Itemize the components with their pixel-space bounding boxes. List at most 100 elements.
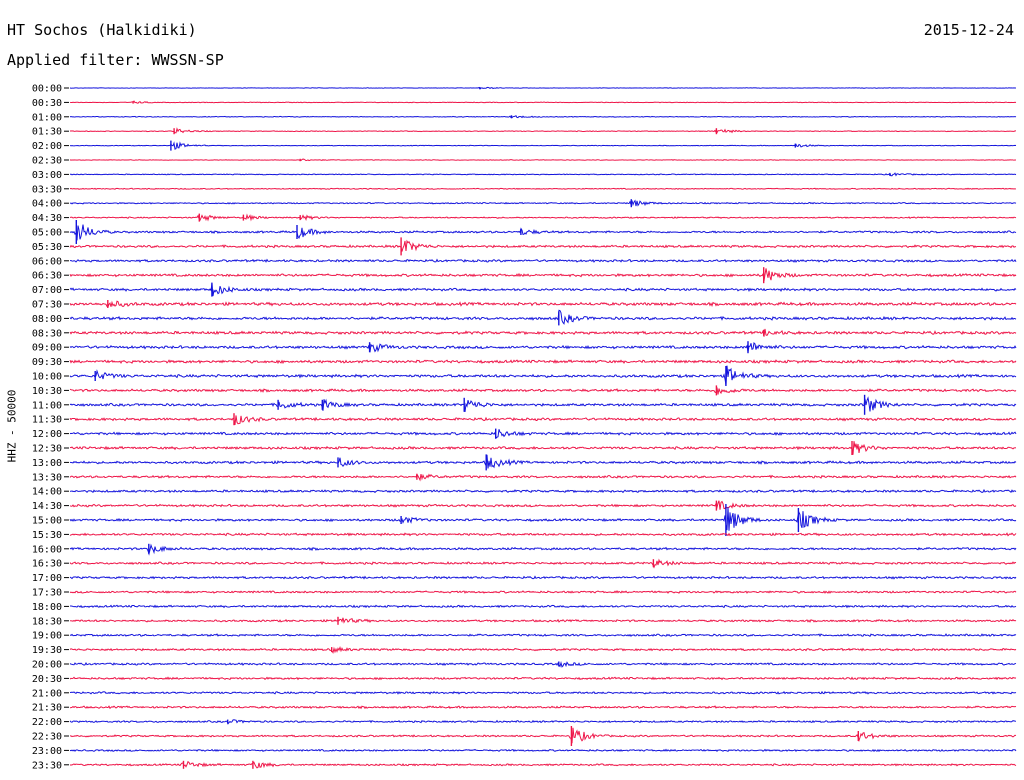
trace-row: [69, 86, 1017, 90]
trace-row: [69, 359, 1017, 365]
row-time-label: 03:00: [32, 170, 62, 181]
trace-row: [69, 429, 1017, 440]
row-time-label: 01:30: [32, 127, 62, 138]
row-time-label: 14:30: [32, 501, 62, 512]
row-time-label: 22:00: [32, 717, 62, 728]
row-time-label: 03:30: [32, 184, 62, 195]
trace-row: [69, 328, 1017, 337]
trace-row: [69, 258, 1017, 263]
row-time-label: 00:30: [32, 98, 62, 109]
station-title: HT Sochos (Halkidiki): [7, 21, 197, 39]
trace-row: [69, 604, 1017, 609]
row-time-label: 09:00: [32, 343, 62, 354]
trace-row: [69, 239, 1017, 252]
trace-row: [69, 172, 1017, 177]
row-time-label: 11:30: [32, 415, 62, 426]
trace-row: [69, 187, 1017, 190]
row-time-label: 20:00: [32, 660, 62, 671]
row-time-label: 06:00: [32, 256, 62, 267]
trace-row: [69, 617, 1017, 624]
trace-row: [69, 387, 1017, 395]
row-time-label: 17:30: [32, 588, 62, 599]
trace-row: [69, 127, 1017, 134]
trace-row: [69, 342, 1017, 353]
row-time-label: 11:00: [32, 400, 62, 411]
trace-row: [69, 158, 1017, 162]
trace-row: [69, 309, 1017, 325]
trace-row: [69, 224, 1017, 241]
trace-row: [69, 690, 1017, 695]
trace-row: [69, 507, 1017, 531]
row-time-label: 08:30: [32, 328, 62, 339]
trace-row: [69, 705, 1017, 710]
trace-row: [69, 543, 1017, 556]
row-time-label: 23:00: [32, 746, 62, 757]
row-time-label: 15:00: [32, 516, 62, 527]
row-time-label: 00:00: [32, 84, 62, 95]
trace-row: [69, 473, 1017, 482]
row-time-label: 14:00: [32, 487, 62, 498]
trace-row: [69, 115, 1017, 119]
row-time-label: 20:30: [32, 674, 62, 685]
row-time-label: 02:00: [32, 141, 62, 152]
row-time-label: 15:30: [32, 530, 62, 541]
row-time-label: 16:30: [32, 559, 62, 570]
trace-row: [69, 676, 1017, 681]
row-time-label: 05:30: [32, 242, 62, 253]
trace-row: [69, 532, 1017, 537]
trace-row: [69, 719, 1017, 725]
trace-row: [69, 727, 1017, 744]
filter-label: Applied filter: WWSSN-SP: [7, 51, 224, 69]
trace-row: [69, 760, 1017, 769]
row-time-label: 01:00: [32, 112, 62, 123]
row-time-label: 13:00: [32, 458, 62, 469]
trace-row: [69, 396, 1017, 413]
row-time-label: 17:00: [32, 573, 62, 584]
row-time-label: 18:00: [32, 602, 62, 613]
trace-row: [69, 100, 1017, 104]
row-time-label: 07:30: [32, 300, 62, 311]
row-time-label: 04:30: [32, 213, 62, 224]
row-time-label: 21:30: [32, 703, 62, 714]
trace-row: [69, 590, 1017, 594]
row-time-label: 09:30: [32, 357, 62, 368]
row-time-label: 10:30: [32, 386, 62, 397]
trace-row: [69, 558, 1017, 569]
trace-row: [69, 199, 1017, 207]
trace-row: [69, 633, 1017, 638]
row-time-label: 13:30: [32, 472, 62, 483]
row-time-label: 22:30: [32, 732, 62, 743]
row-time-label: 12:00: [32, 429, 62, 440]
row-time-label: 18:30: [32, 616, 62, 627]
row-time-label: 07:00: [32, 285, 62, 296]
row-time-label: 04:00: [32, 199, 62, 210]
row-time-label: 19:30: [32, 645, 62, 656]
row-time-label: 02:30: [32, 156, 62, 167]
trace-row: [69, 365, 1017, 386]
trace-row: [69, 646, 1017, 654]
trace-row: [69, 500, 1017, 510]
row-time-label: 23:30: [32, 760, 62, 771]
row-time-label: 05:00: [32, 228, 62, 239]
trace-row: [69, 488, 1017, 494]
row-time-label: 10:00: [32, 372, 62, 383]
trace-row: [69, 283, 1017, 297]
row-time-label: 08:00: [32, 314, 62, 325]
record-date: 2015-12-24: [923, 21, 1014, 39]
trace-row: [69, 454, 1017, 469]
trace-row: [69, 300, 1017, 308]
row-time-label: 12:30: [32, 444, 62, 455]
trace-row: [69, 575, 1017, 580]
trace-row: [69, 415, 1017, 426]
trace-row: [69, 748, 1017, 753]
trace-row: [69, 213, 1017, 222]
trace-row: [69, 660, 1017, 668]
trace-row: [69, 441, 1017, 455]
row-time-label: 16:00: [32, 544, 62, 555]
row-time-label: 21:00: [32, 688, 62, 699]
row-time-label: 06:30: [32, 271, 62, 282]
row-time-label: 19:00: [32, 631, 62, 642]
trace-row: [69, 268, 1017, 282]
trace-row: [69, 141, 1017, 150]
